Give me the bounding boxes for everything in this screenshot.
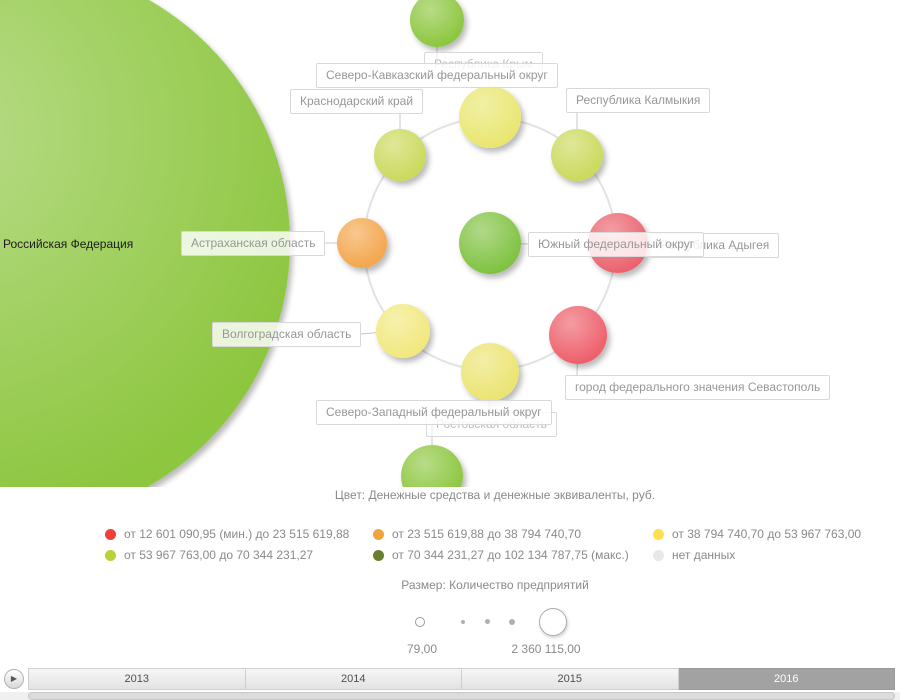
region-bubble[interactable] [410, 0, 464, 47]
timeline-year-2013[interactable]: 2013 [28, 668, 246, 690]
timeline-year-2016[interactable]: 2016 [678, 668, 895, 690]
legend-label: от 38 794 740,70 до 53 967 763,00 [672, 527, 862, 541]
region-label: Южный федеральный округ [528, 232, 705, 257]
size-step-dot [461, 620, 465, 624]
region-bubble[interactable] [337, 218, 387, 268]
region-bubble[interactable] [461, 343, 519, 401]
color-legend-item: от 12 601 090,95 (мин.) до 23 515 619,88 [105, 525, 349, 543]
region-bubble[interactable] [376, 304, 430, 358]
legend-color-dot [373, 549, 384, 561]
legend-label: от 53 967 763,00 до 70 344 231,27 [124, 548, 314, 562]
legend-color-dot [653, 549, 664, 561]
timeline: 2013 2014 2015 2016 [28, 668, 895, 690]
legend-color-dot [373, 528, 384, 540]
color-legend-item: от 53 967 763,00 до 70 344 231,27 [105, 546, 313, 564]
region-label: Астраханская область [181, 231, 326, 256]
size-step-dot [485, 619, 490, 624]
color-legend-item: от 23 515 619,88 до 38 794 740,70 [373, 525, 581, 543]
play-button[interactable]: ▶ [4, 669, 24, 689]
country-label: Российская Федерация [3, 237, 134, 251]
color-legend-item: нет данных [653, 546, 735, 564]
region-bubble[interactable] [459, 212, 521, 274]
size-min-circle [415, 617, 425, 627]
timeline-scrollbar-thumb[interactable] [28, 692, 895, 700]
legend-color-dot [653, 528, 664, 540]
legend-label: от 23 515 619,88 до 38 794 740,70 [392, 527, 582, 541]
region-bubble[interactable] [374, 129, 426, 181]
region-label: Северо-Кавказский федеральный округ [316, 63, 558, 88]
size-min-label: 79,00 [406, 642, 438, 656]
region-bubble[interactable] [549, 306, 607, 364]
region-label: Краснодарский край [290, 89, 424, 114]
color-legend-item: от 70 344 231,27 до 102 134 787,75 (макс… [373, 546, 629, 564]
color-legend-row: от 53 967 763,00 до 70 344 231,27 от 70 3… [0, 546, 900, 564]
region-bubble[interactable] [551, 129, 603, 181]
region-bubble[interactable] [459, 86, 521, 148]
timeline-year-2015[interactable]: 2015 [462, 668, 679, 690]
region-label: Республика Калмыкия [566, 88, 711, 113]
size-step-dot [509, 619, 515, 625]
legend-label: от 70 344 231,27 до 102 134 787,75 (макс… [392, 548, 629, 562]
timeline-year-2014[interactable]: 2014 [245, 668, 462, 690]
chart-area: Российская ФедерацияРеспублика КрымСевер… [0, 0, 831, 487]
legend-label: от 12 601 090,95 (мин.) до 23 515 619,88 [124, 527, 350, 541]
size-max-circle [539, 608, 567, 636]
legend-color-dot [105, 549, 116, 561]
color-legend-row: от 12 601 090,95 (мин.) до 23 515 619,88… [0, 525, 900, 543]
region-label: город федерального значения Севастополь [565, 375, 831, 400]
legend-label: нет данных [672, 548, 736, 562]
region-bubble[interactable] [401, 445, 463, 487]
color-legend-item: от 38 794 740,70 до 53 967 763,00 [653, 525, 861, 543]
legend-color-dot [105, 528, 116, 540]
size-legend-title: Размер: Количество предприятий [401, 578, 589, 592]
region-label: Волгоградская область [212, 322, 362, 347]
region-label: Северо-Западный федеральный округ [316, 400, 552, 425]
color-legend-title: Цвет: Денежные средства и денежные эквив… [334, 488, 656, 502]
size-max-label: 2 360 115,00 [511, 642, 581, 656]
play-icon: ▶ [10, 674, 18, 683]
timeline-scrollbar-track [0, 692, 900, 700]
